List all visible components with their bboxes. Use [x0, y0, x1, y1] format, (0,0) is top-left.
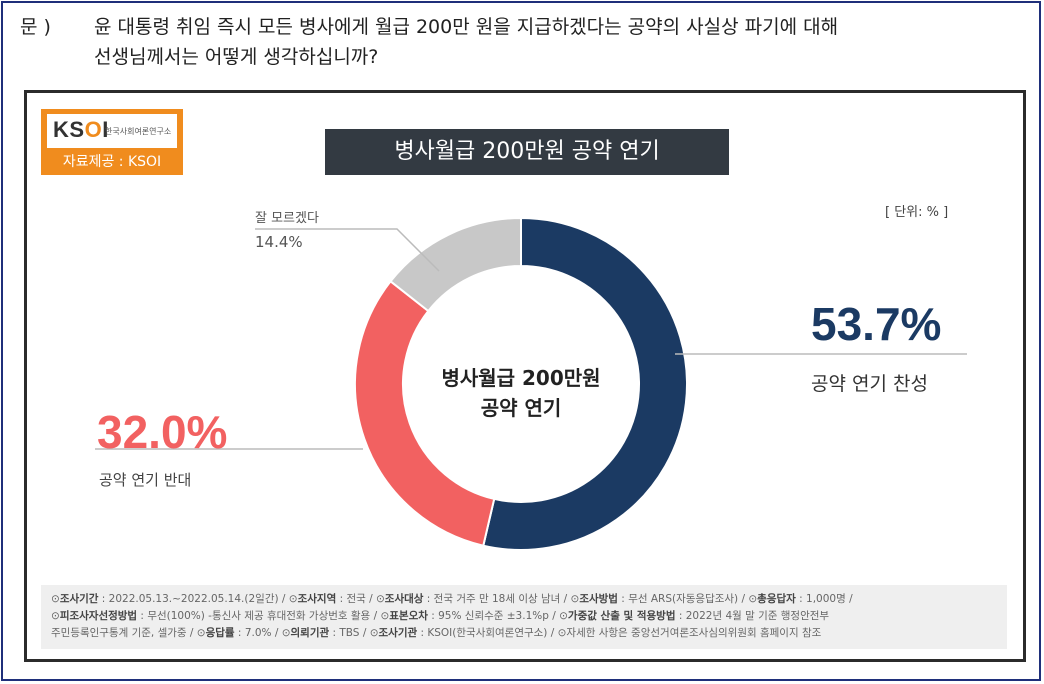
donut-center-label: 병사월급 200만원 공약 연기 [431, 363, 611, 423]
donut-chart [95, 216, 967, 551]
footnote-row-2: ⊙피조사자선정방법 : 무선(100%) -통신사 제공 휴대전화 가상번호 활… [51, 610, 830, 622]
donut-slice-favor [482, 216, 688, 551]
footnote-row-1: ⊙조사기간 : 2022.05.13.~2022.05.14.(2일간) / ⊙… [51, 593, 853, 605]
footnote-value: 전국 거주 만 18세 이상 남녀 [433, 593, 561, 605]
center-label-line-1: 병사월급 200만원 [441, 366, 601, 390]
unknown-label: 잘 모르겠다 [255, 211, 319, 226]
question-line-1: 윤 대통령 취임 즉시 모든 병사에게 월급 200만 원을 지급하겠다는 공약… [94, 16, 839, 38]
leader-line-unknown [255, 228, 440, 272]
logo-wordmark-c: I [102, 117, 109, 142]
footnote-key: 표본오차 [389, 610, 428, 622]
footnote-value: 주민등록인구통계 기준, 셀가중 [51, 627, 187, 639]
survey-footnote: ⊙조사기간 : 2022.05.13.~2022.05.14.(2일간) / ⊙… [41, 585, 1007, 649]
favor-label: 공약 연기 찬성 [811, 373, 928, 395]
oppose-percent: 32.0% [97, 406, 228, 458]
oppose-label: 공약 연기 반대 [99, 471, 192, 489]
footnote-value: 무선 ARS(자동응답조사) [628, 593, 739, 605]
footnote-key: 조사기관 [378, 627, 418, 639]
logo-org-name: 한국사회여론연구소 [105, 127, 172, 136]
logo-wordmark: KSOI [53, 117, 109, 143]
footnote-value: 전국 [346, 593, 366, 605]
unit-label: [ 단위: % ] [885, 205, 949, 220]
footnote-key: 조사방법 [579, 593, 618, 605]
question-prefix: 문 ) [20, 16, 51, 38]
footnote-value: TBS [339, 627, 360, 639]
unknown-percent: 14.4% [255, 233, 303, 251]
footnote-value: 자세한 사항은 중앙선거여론조사심의위원회 홈페이지 참조 [566, 627, 822, 639]
footnote-value: 2022년 4월 말 기준 행정안전부 [685, 610, 830, 622]
logo-wordmark-a: KS [53, 117, 85, 142]
footnote-key: 조사기간 [59, 593, 99, 605]
center-label-line-2: 공약 연기 [480, 396, 562, 420]
logo-wordmark-b: O [84, 117, 103, 142]
footnote-value: 95% 신뢰수준 ±3.1%p [438, 610, 549, 622]
footnote-key: 조사지역 [297, 593, 337, 605]
footnote-key: 가중값 산출 및 적용방법 [567, 610, 676, 622]
footnote-key: 의뢰기관 [290, 627, 330, 639]
chart-title: 병사월급 200만원 공약 연기 [325, 129, 729, 175]
favor-percent: 53.7% [811, 298, 942, 350]
footnote-key: 조사대상 [384, 593, 424, 605]
footnote-value: 2022.05.13.~2022.05.14.(2일간) [108, 593, 279, 605]
footnote-key: 피조사자선정방법 [59, 610, 138, 622]
donut-slice-oppose [354, 279, 496, 547]
footnote-key: 총응답자 [757, 593, 796, 605]
footnote-key: 응답률 [205, 627, 235, 639]
question-text: 윤 대통령 취임 즉시 모든 병사에게 월급 200만 원을 지급하겠다는 공약… [94, 12, 994, 72]
logo-inner: KSOI 한국사회여론연구소 [47, 114, 177, 148]
footnote-value: 1,000명 [806, 593, 846, 605]
footnote-value: KSOI(한국사회여론연구소) [427, 627, 548, 639]
footnote-row-3: 주민등록인구통계 기준, 셀가중 / ⊙응답률 : 7.0% / ⊙의뢰기관 :… [51, 627, 822, 639]
footnote-value: 7.0% [244, 627, 272, 639]
question-line-2: 선생님께서는 어떻게 생각하십니까? [94, 46, 379, 68]
footnote-value: 무선(100%) -통신사 제공 휴대전화 가상번호 활용 [147, 610, 371, 622]
ksoi-logo: KSOI 한국사회여론연구소 자료제공 : KSOI [41, 109, 183, 175]
chart-panel: KSOI 한국사회여론연구소 자료제공 : KSOI 병사월급 200만원 공약… [24, 90, 1026, 662]
source-label: 자료제공 : KSOI [62, 154, 162, 170]
donut-slice-unknown [389, 216, 522, 313]
